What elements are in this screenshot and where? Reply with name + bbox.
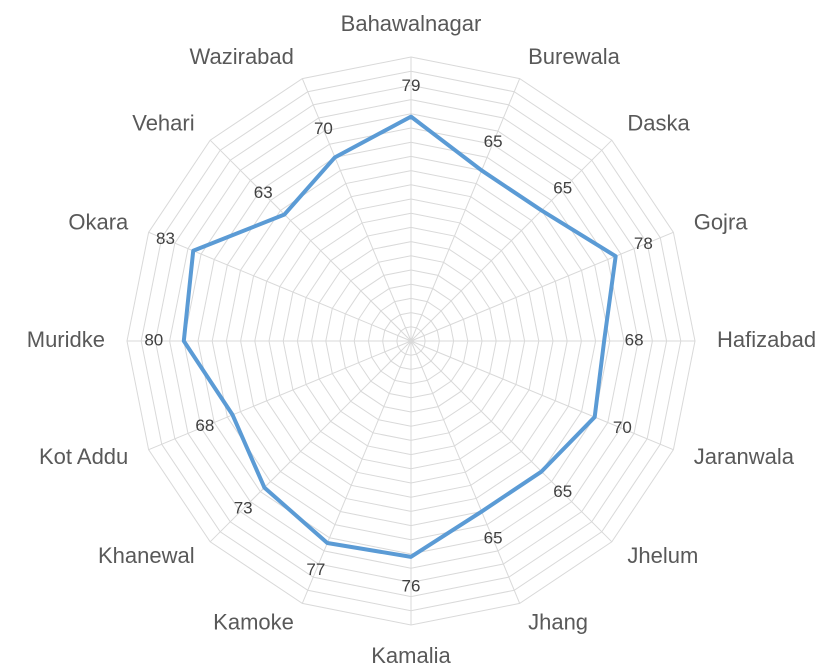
category-label: Jhang xyxy=(528,610,588,635)
spoke xyxy=(148,340,412,451)
category-label: Wazirabad xyxy=(190,44,294,69)
data-label: 65 xyxy=(484,132,503,151)
data-label: 65 xyxy=(553,482,572,501)
category-label: Muridke xyxy=(27,327,105,352)
spoke xyxy=(410,231,674,342)
data-label: 73 xyxy=(234,498,253,517)
series-line xyxy=(181,114,618,559)
spoke xyxy=(410,340,613,543)
data-label: 78 xyxy=(634,234,653,253)
spoke xyxy=(410,139,613,342)
spoke xyxy=(301,78,412,342)
data-label: 68 xyxy=(625,330,644,349)
spoke xyxy=(301,340,412,604)
category-label: Gojra xyxy=(694,210,749,235)
category-label: Okara xyxy=(68,210,129,235)
data-label: 79 xyxy=(402,76,421,95)
category-label: Jhelum xyxy=(627,543,698,568)
category-label: Kot Addu xyxy=(39,444,128,469)
category-label: Burewala xyxy=(528,44,620,69)
data-label: 70 xyxy=(613,418,632,437)
category-label: Khanewal xyxy=(98,543,195,568)
data-label: 80 xyxy=(144,330,163,349)
data-label: 68 xyxy=(195,416,214,435)
category-label: Jaranwala xyxy=(694,444,795,469)
spoke xyxy=(209,139,412,342)
category-label: Daska xyxy=(627,110,690,135)
data-label: 77 xyxy=(306,560,325,579)
spoke xyxy=(410,340,521,604)
category-label: Bahawalnagar xyxy=(341,11,482,36)
data-label: 65 xyxy=(484,529,503,548)
category-label: Kamoke xyxy=(213,610,294,635)
spoke xyxy=(410,78,521,342)
data-label: 63 xyxy=(254,183,273,202)
data-label: 83 xyxy=(156,229,175,248)
category-label: Kamalia xyxy=(371,643,451,668)
data-label: 65 xyxy=(553,179,572,198)
spoke xyxy=(209,340,412,543)
data-label: 76 xyxy=(402,576,421,595)
spoke xyxy=(410,340,674,451)
data-label: 70 xyxy=(314,119,333,138)
category-label: Vehari xyxy=(132,110,194,135)
category-label: Hafizabad xyxy=(717,327,816,352)
